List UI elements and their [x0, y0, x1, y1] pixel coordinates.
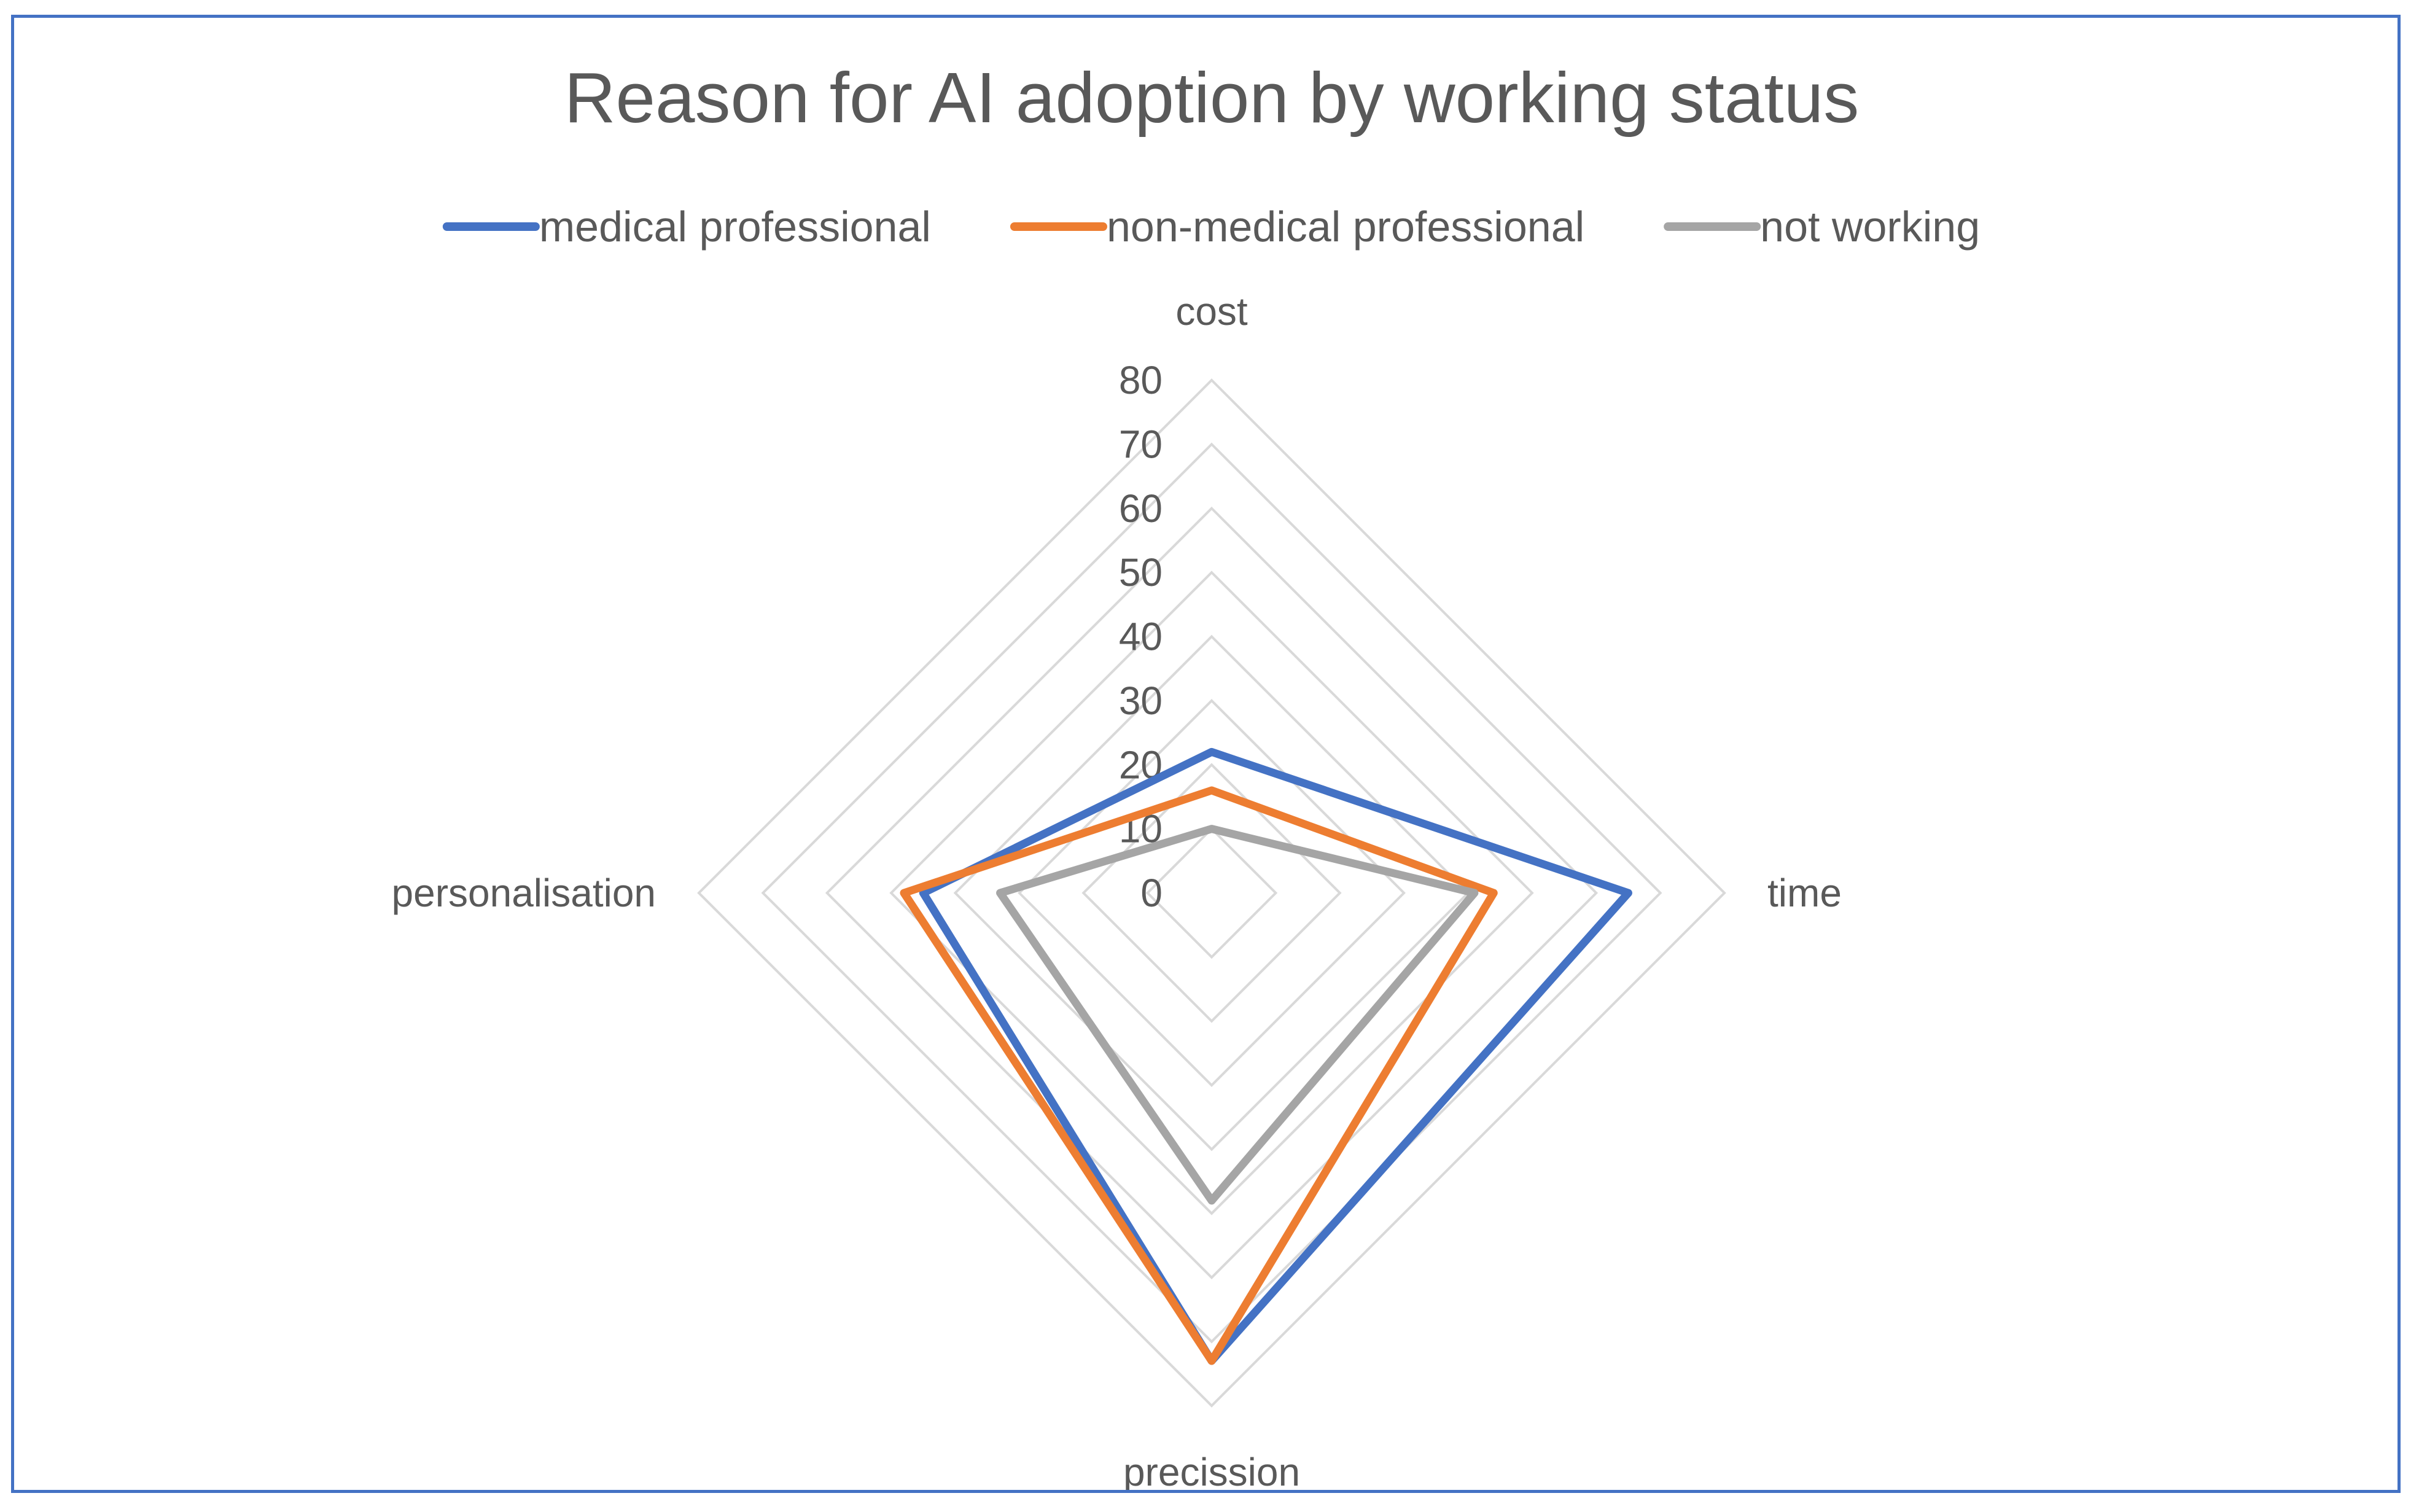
- radar-chart: Reason for AI adoption by working status…: [392, 58, 1981, 1494]
- legend-label-not-working: not working: [1760, 203, 1980, 251]
- axis-label-personalisation: personalisation: [392, 871, 656, 915]
- axis-label-cost: cost: [1175, 289, 1248, 333]
- grid-ring-30: [1018, 699, 1406, 1087]
- grid-ring-80: [697, 378, 1726, 1408]
- chart-title: Reason for AI adoption by working status: [564, 58, 1860, 138]
- axis-labels: cost time precission personalisation: [392, 289, 1842, 1494]
- legend: medical professional non-medical professi…: [442, 203, 1980, 251]
- series-line-non-medical-professional: [900, 786, 1498, 1365]
- tick-label: 50: [1119, 550, 1163, 594]
- grid-ring-20: [1081, 763, 1342, 1023]
- chart-frame: Reason for AI adoption by working status…: [11, 15, 2401, 1494]
- axis-label-precission: precission: [1123, 1450, 1300, 1490]
- tick-label: 30: [1119, 679, 1163, 723]
- axis-label-time: time: [1767, 871, 1842, 915]
- grid-ring-50: [889, 571, 1534, 1215]
- tick-label: 40: [1119, 615, 1163, 659]
- series-lines: [900, 747, 1632, 1365]
- tick-label: 0: [1140, 871, 1163, 915]
- legend-label-non-medical-professional: non-medical professional: [1107, 203, 1584, 251]
- tick-label: 80: [1119, 358, 1163, 402]
- grid-ring-70: [761, 442, 1662, 1344]
- radar-grid: [697, 378, 1726, 1408]
- grid-ring-10: [1145, 827, 1278, 959]
- grid-ring-60: [825, 506, 1599, 1280]
- legend-label-medical-professional: medical professional: [539, 203, 931, 251]
- series-line-not-working: [996, 825, 1479, 1205]
- tick-label: 60: [1119, 486, 1163, 531]
- tick-label: 70: [1119, 422, 1163, 466]
